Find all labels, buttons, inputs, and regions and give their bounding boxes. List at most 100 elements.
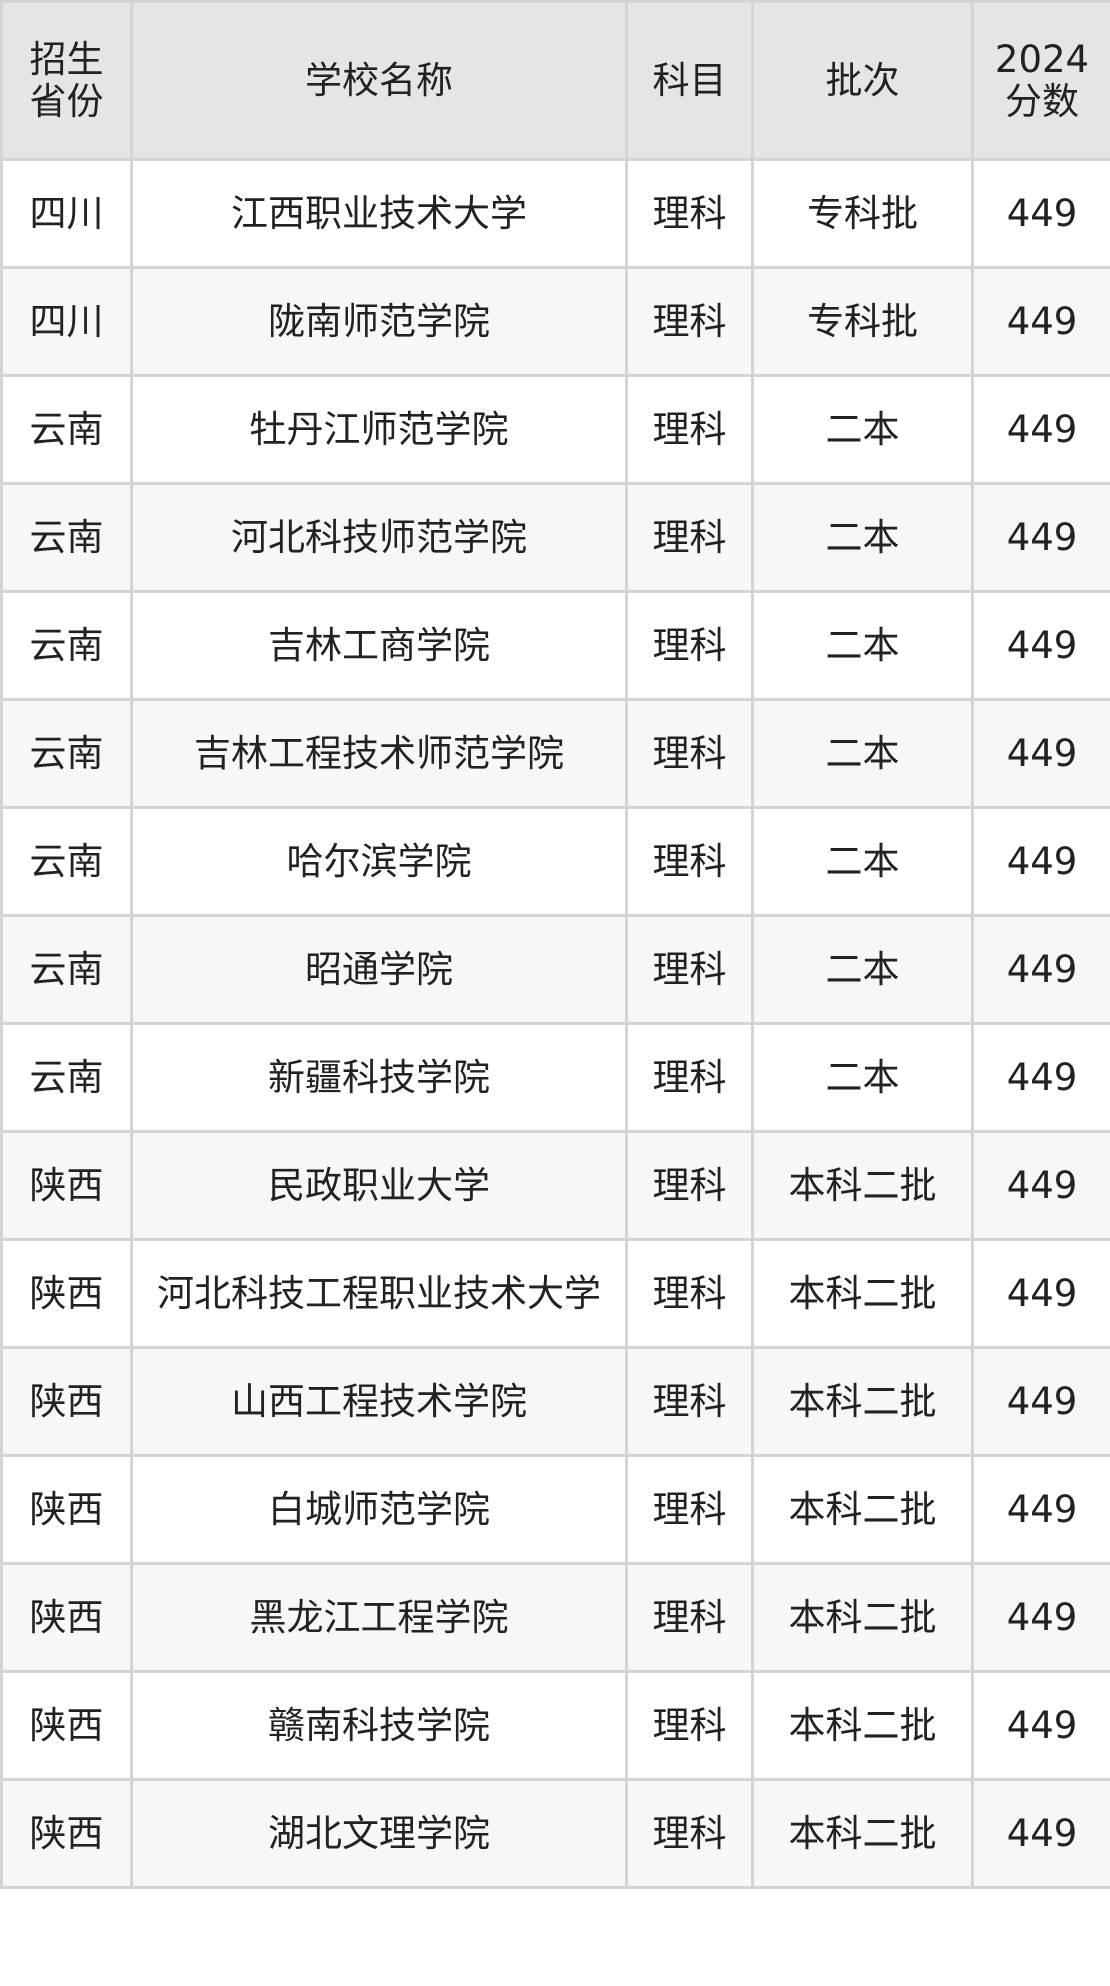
subject-cell: 理科	[625, 1562, 754, 1673]
province-cell: 云南	[0, 698, 133, 809]
province-cell: 陕西	[0, 1346, 133, 1457]
batch-cell: 二本	[751, 914, 974, 1025]
score-cell: 449	[971, 1562, 1110, 1673]
admission-scores-table: 招生省份 学校名称 科目 批次 2024分数 四川 江西职业技术大学 理科 专科批 44…	[0, 0, 1110, 1889]
table-row: 云南 新疆科技学院 理科 二本 449	[0, 1022, 1110, 1133]
table-row: 陕西 山西工程技术学院 理科 本科二批 449	[0, 1346, 1110, 1457]
header-batch: 批次	[751, 0, 974, 161]
table-row: 四川 陇南师范学院 理科 专科批 449	[0, 266, 1110, 377]
school-name-cell: 哈尔滨学院	[130, 806, 628, 917]
subject-cell: 理科	[625, 1346, 754, 1457]
school-name-cell: 吉林工程技术师范学院	[130, 698, 628, 809]
score-cell: 449	[971, 1346, 1110, 1457]
score-cell: 449	[971, 1238, 1110, 1349]
header-subject: 科目	[625, 0, 754, 161]
score-cell: 449	[971, 374, 1110, 485]
batch-cell: 二本	[751, 374, 974, 485]
table-row: 陕西 黑龙江工程学院 理科 本科二批 449	[0, 1562, 1110, 1673]
score-cell: 449	[971, 1130, 1110, 1241]
table-header-row: 招生省份 学校名称 科目 批次 2024分数	[0, 0, 1110, 161]
batch-cell: 本科二批	[751, 1238, 974, 1349]
score-cell: 449	[971, 1778, 1110, 1889]
table-row: 云南 吉林工程技术师范学院 理科 二本 449	[0, 698, 1110, 809]
province-cell: 云南	[0, 590, 133, 701]
batch-cell: 二本	[751, 806, 974, 917]
score-cell: 449	[971, 590, 1110, 701]
score-cell: 449	[971, 1454, 1110, 1565]
school-name-cell: 昭通学院	[130, 914, 628, 1025]
table-row: 云南 昭通学院 理科 二本 449	[0, 914, 1110, 1025]
header-province: 招生省份	[0, 0, 133, 161]
province-cell: 陕西	[0, 1670, 133, 1781]
province-cell: 云南	[0, 482, 133, 593]
table-row: 云南 牡丹江师范学院 理科 二本 449	[0, 374, 1110, 485]
subject-cell: 理科	[625, 1670, 754, 1781]
school-name-cell: 山西工程技术学院	[130, 1346, 628, 1457]
subject-cell: 理科	[625, 590, 754, 701]
subject-cell: 理科	[625, 1454, 754, 1565]
batch-cell: 二本	[751, 590, 974, 701]
province-cell: 陕西	[0, 1130, 133, 1241]
school-name-cell: 江西职业技术大学	[130, 158, 628, 269]
batch-cell: 本科二批	[751, 1346, 974, 1457]
school-name-cell: 牡丹江师范学院	[130, 374, 628, 485]
batch-cell: 本科二批	[751, 1670, 974, 1781]
school-name-cell: 白城师范学院	[130, 1454, 628, 1565]
table-body: 四川 江西职业技术大学 理科 专科批 449 四川 陇南师范学院 理科 专科批 449 云南 牡丹江师…	[0, 158, 1110, 1889]
batch-cell: 本科二批	[751, 1454, 974, 1565]
school-name-cell: 湖北文理学院	[130, 1778, 628, 1889]
province-cell: 陕西	[0, 1562, 133, 1673]
score-cell: 449	[971, 158, 1110, 269]
table-row: 陕西 白城师范学院 理科 本科二批 449	[0, 1454, 1110, 1565]
province-cell: 云南	[0, 374, 133, 485]
school-name-cell: 河北科技工程职业技术大学	[130, 1238, 628, 1349]
province-cell: 陕西	[0, 1238, 133, 1349]
subject-cell: 理科	[625, 1022, 754, 1133]
school-name-cell: 新疆科技学院	[130, 1022, 628, 1133]
province-cell: 云南	[0, 806, 133, 917]
subject-cell: 理科	[625, 698, 754, 809]
score-cell: 449	[971, 914, 1110, 1025]
province-cell: 四川	[0, 266, 133, 377]
province-cell: 陕西	[0, 1454, 133, 1565]
batch-cell: 二本	[751, 698, 974, 809]
school-name-cell: 民政职业大学	[130, 1130, 628, 1241]
batch-cell: 专科批	[751, 158, 974, 269]
table-row: 云南 吉林工商学院 理科 二本 449	[0, 590, 1110, 701]
batch-cell: 二本	[751, 1022, 974, 1133]
header-school-name: 学校名称	[130, 0, 628, 161]
score-cell: 449	[971, 266, 1110, 377]
province-cell: 云南	[0, 914, 133, 1025]
school-name-cell: 陇南师范学院	[130, 266, 628, 377]
school-name-cell: 赣南科技学院	[130, 1670, 628, 1781]
school-name-cell: 吉林工商学院	[130, 590, 628, 701]
score-cell: 449	[971, 482, 1110, 593]
batch-cell: 本科二批	[751, 1778, 974, 1889]
subject-cell: 理科	[625, 1238, 754, 1349]
subject-cell: 理科	[625, 482, 754, 593]
subject-cell: 理科	[625, 266, 754, 377]
table-row: 云南 河北科技师范学院 理科 二本 449	[0, 482, 1110, 593]
subject-cell: 理科	[625, 1130, 754, 1241]
province-cell: 陕西	[0, 1778, 133, 1889]
batch-cell: 专科批	[751, 266, 974, 377]
table-row: 陕西 湖北文理学院 理科 本科二批 449	[0, 1778, 1110, 1889]
school-name-cell: 黑龙江工程学院	[130, 1562, 628, 1673]
header-score-2024: 2024分数	[971, 0, 1110, 161]
table-row: 四川 江西职业技术大学 理科 专科批 449	[0, 158, 1110, 269]
table-row: 陕西 民政职业大学 理科 本科二批 449	[0, 1130, 1110, 1241]
province-cell: 云南	[0, 1022, 133, 1133]
table-row: 陕西 河北科技工程职业技术大学 理科 本科二批 449	[0, 1238, 1110, 1349]
score-cell: 449	[971, 1022, 1110, 1133]
school-name-cell: 河北科技师范学院	[130, 482, 628, 593]
batch-cell: 二本	[751, 482, 974, 593]
subject-cell: 理科	[625, 806, 754, 917]
table-row: 云南 哈尔滨学院 理科 二本 449	[0, 806, 1110, 917]
subject-cell: 理科	[625, 914, 754, 1025]
score-cell: 449	[971, 1670, 1110, 1781]
table-row: 陕西 赣南科技学院 理科 本科二批 449	[0, 1670, 1110, 1781]
subject-cell: 理科	[625, 1778, 754, 1889]
subject-cell: 理科	[625, 374, 754, 485]
subject-cell: 理科	[625, 158, 754, 269]
province-cell: 四川	[0, 158, 133, 269]
